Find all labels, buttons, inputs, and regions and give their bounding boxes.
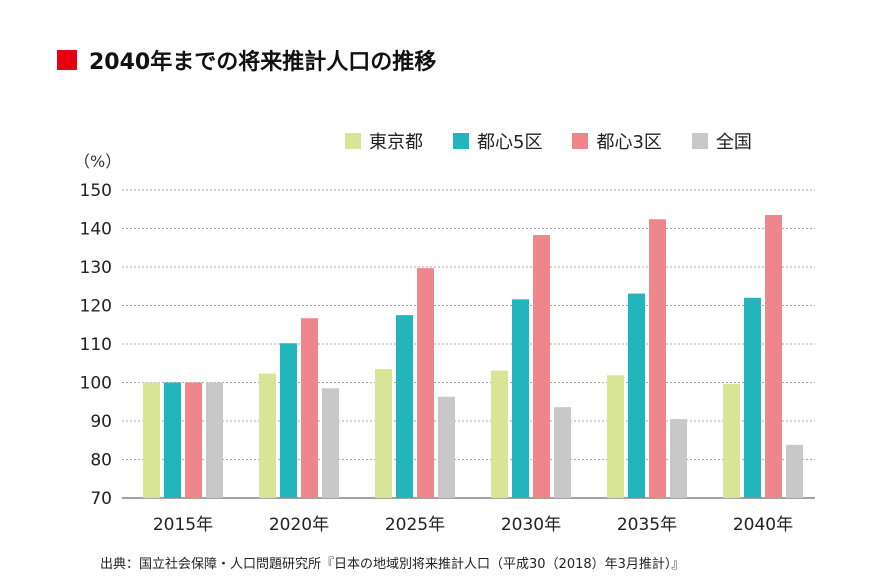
y-tick-label: 70 bbox=[90, 489, 112, 509]
bar bbox=[723, 384, 740, 498]
y-tick-label: 120 bbox=[80, 297, 112, 317]
legend-swatch bbox=[453, 133, 469, 149]
bar bbox=[185, 382, 202, 498]
bar bbox=[280, 343, 297, 498]
bar bbox=[554, 407, 571, 498]
legend-item-national: 全国 bbox=[691, 128, 752, 154]
y-tick-label: 150 bbox=[80, 181, 112, 201]
x-tick-label: 2025年 bbox=[385, 515, 445, 535]
y-tick-label: 130 bbox=[80, 258, 112, 278]
bar bbox=[417, 268, 434, 498]
x-tick-label: 2020年 bbox=[269, 515, 329, 535]
bar bbox=[765, 215, 782, 498]
x-tick-label: 2030年 bbox=[501, 515, 561, 535]
bar bbox=[396, 315, 413, 498]
bar bbox=[744, 297, 761, 498]
legend-label: 全国 bbox=[715, 132, 752, 153]
legend-item-tokyo: 東京都 bbox=[345, 128, 423, 154]
legend-swatch bbox=[572, 133, 589, 149]
x-tick-label: 2035年 bbox=[617, 515, 677, 535]
legend-item-central3: 都心3区 bbox=[572, 128, 662, 154]
bar bbox=[533, 235, 550, 499]
bar bbox=[206, 382, 223, 498]
source-note: 出典：国立社会保障・人口問題研究所『日本の地域別将来推計人口（平成30（2018… bbox=[100, 557, 685, 572]
bar bbox=[322, 388, 339, 498]
bar bbox=[259, 373, 276, 498]
bar bbox=[491, 370, 508, 498]
legend-item-central5: 都心5区 bbox=[453, 128, 542, 154]
bar bbox=[375, 369, 392, 498]
legend-swatch bbox=[345, 133, 361, 149]
y-tick-label: 110 bbox=[80, 335, 112, 355]
bar bbox=[607, 375, 624, 498]
y-axis-unit: （%） bbox=[74, 152, 122, 171]
bar bbox=[301, 318, 318, 498]
y-tick-label: 140 bbox=[80, 220, 112, 240]
legend: 東京都 都心5区 都心3区 全国 bbox=[345, 128, 782, 154]
bar bbox=[164, 382, 181, 498]
y-tick-label: 100 bbox=[80, 374, 112, 394]
bar bbox=[438, 396, 455, 498]
legend-label: 東京都 bbox=[369, 132, 423, 153]
chart-title-text: 2040年までの将来推計人口の推移 bbox=[89, 50, 437, 75]
chart-title: 2040年までの将来推計人口の推移 bbox=[57, 44, 436, 76]
bar bbox=[628, 293, 645, 498]
legend-label: 都心3区 bbox=[596, 132, 662, 153]
bar bbox=[670, 419, 687, 498]
legend-label: 都心5区 bbox=[477, 132, 543, 153]
y-tick-label: 80 bbox=[90, 451, 112, 471]
bar bbox=[649, 219, 666, 498]
x-tick-label: 2015年 bbox=[153, 515, 213, 535]
x-tick-label: 2040年 bbox=[733, 515, 793, 535]
bar bbox=[512, 299, 529, 498]
y-tick-label: 90 bbox=[90, 412, 112, 432]
bar bbox=[786, 444, 803, 498]
title-marker-icon bbox=[57, 50, 77, 70]
legend-swatch bbox=[691, 133, 708, 149]
bar bbox=[143, 382, 160, 498]
